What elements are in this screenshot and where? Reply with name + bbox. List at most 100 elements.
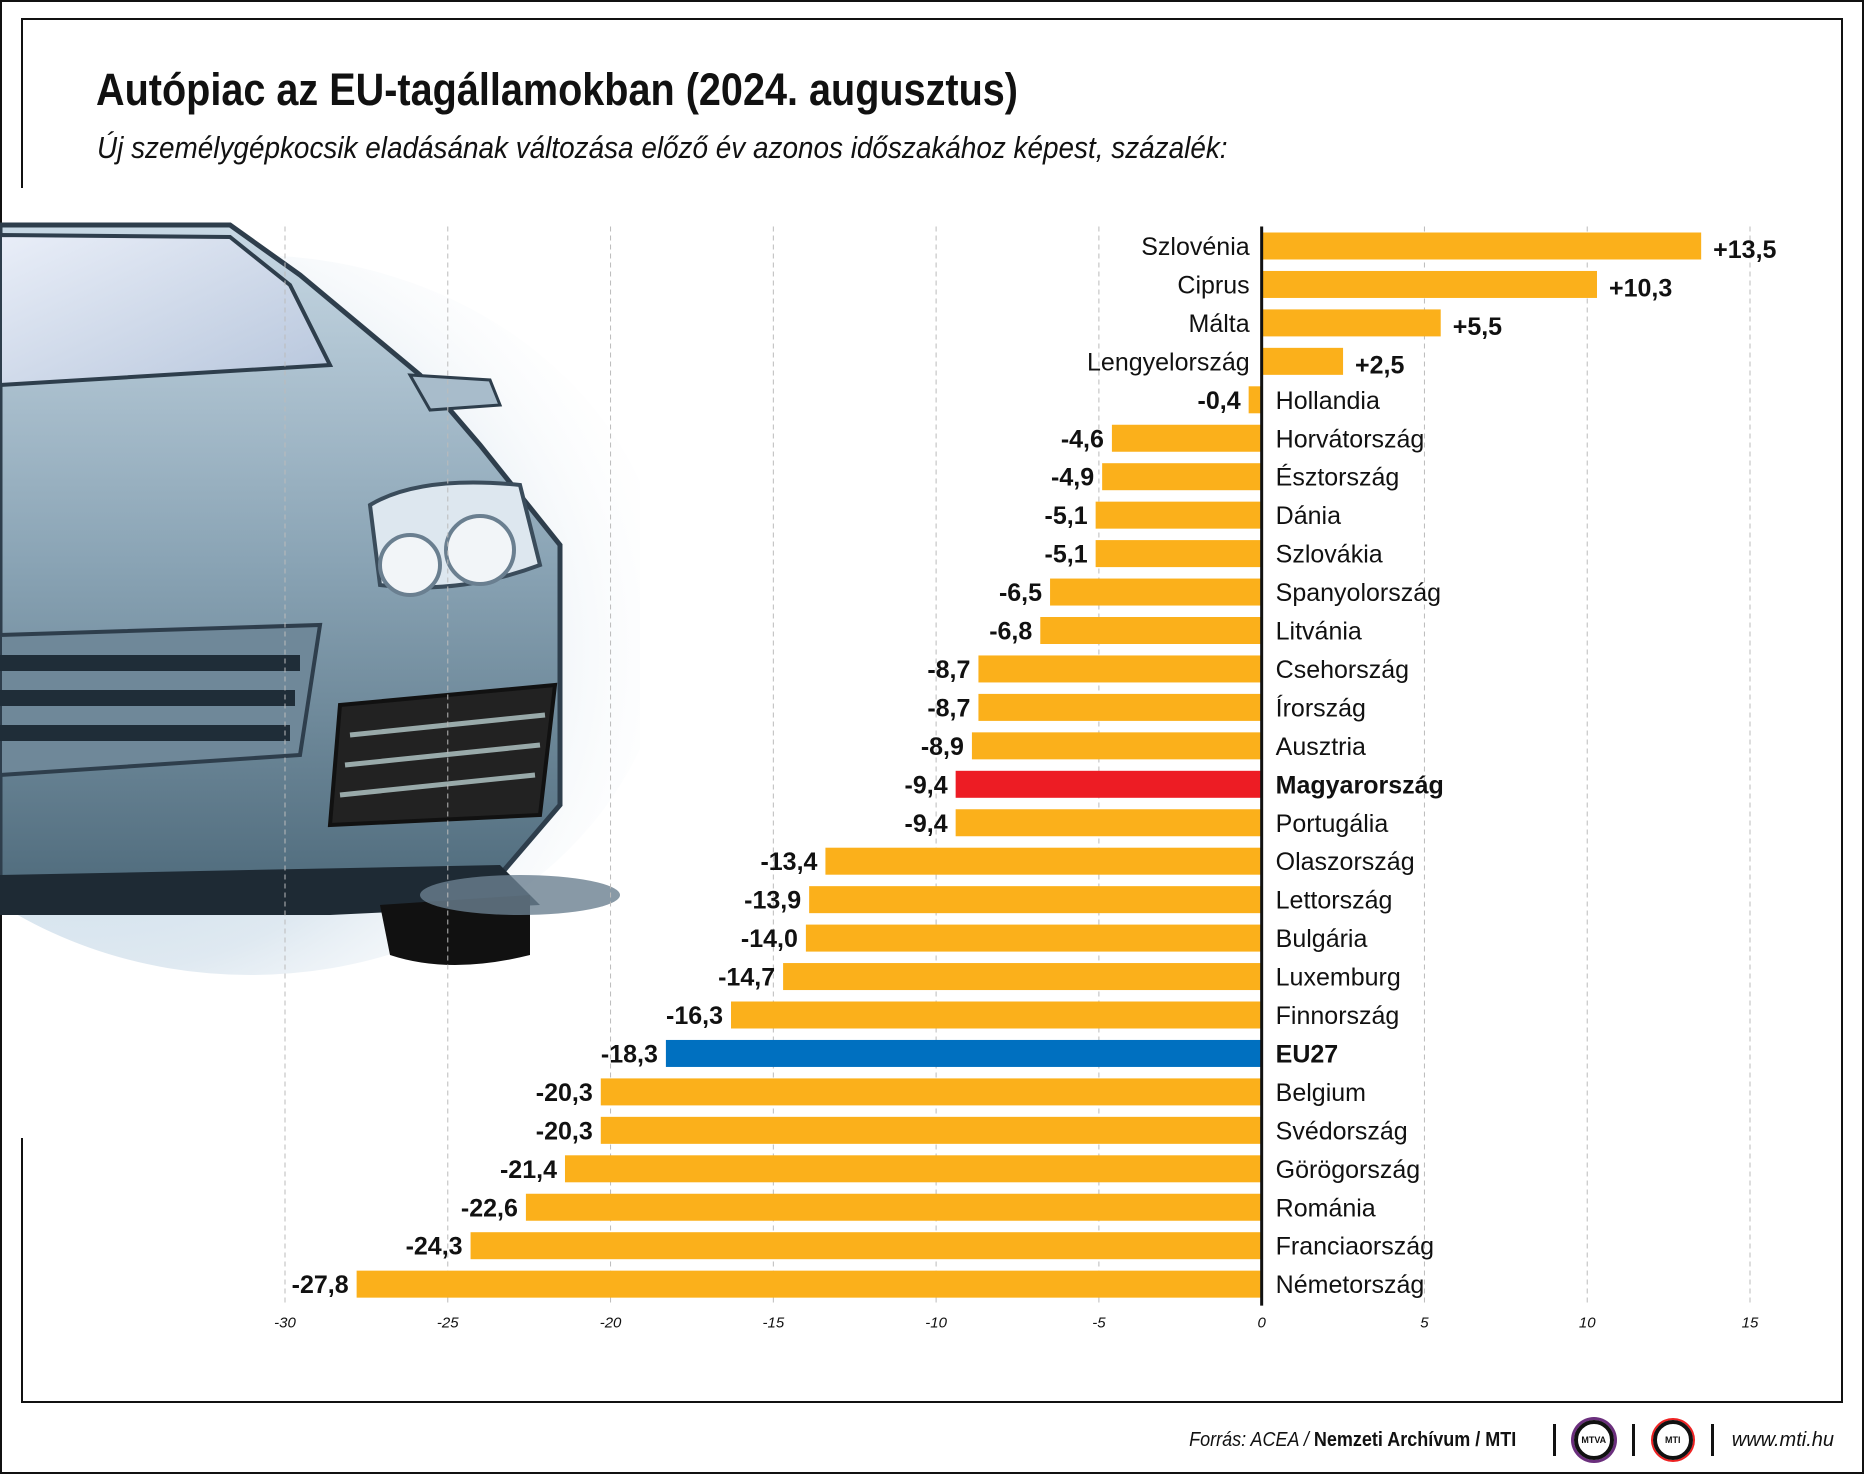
bar-írország xyxy=(978,693,1262,721)
footer: Forrás: ACEA / Nemzeti Archívum / MTI MT… xyxy=(1171,1420,1834,1460)
data-label: +10,3 xyxy=(1609,274,1672,302)
data-label: +2,5 xyxy=(1355,351,1404,379)
bar-ausztria xyxy=(971,732,1262,760)
bar-chart: -30 -25 -20 -15 -10 -5 0 5 10 15 Szlovénia +13,5 Cip… xyxy=(274,226,1777,1332)
website-link[interactable]: www.mti.hu xyxy=(1731,1428,1834,1451)
bar-dánia xyxy=(1095,501,1262,529)
bar-csehország xyxy=(978,655,1262,683)
data-label: -4,9 xyxy=(1051,464,1094,492)
separator xyxy=(1710,1424,1714,1456)
category-label: Finnország xyxy=(1276,1002,1400,1030)
bar-svédország xyxy=(600,1116,1262,1144)
category-label: Bulgária xyxy=(1276,925,1368,953)
category-label: Csehország xyxy=(1276,656,1409,684)
mtva-logo: MTVA xyxy=(1573,1420,1614,1460)
bar-horvátország xyxy=(1111,424,1262,452)
category-label: Lengyelország xyxy=(1087,348,1250,376)
category-label: Németország xyxy=(1276,1271,1425,1299)
bar-finnország xyxy=(731,1001,1262,1029)
car-illustration xyxy=(0,222,640,975)
data-label: +13,5 xyxy=(1713,236,1776,264)
frame-divider xyxy=(21,18,23,188)
category-label: Görögország xyxy=(1276,1156,1421,1184)
data-label: -13,9 xyxy=(744,887,801,915)
bar-belgium xyxy=(600,1078,1262,1106)
bar-szlovákia xyxy=(1095,540,1262,568)
category-label: Írország xyxy=(1276,693,1366,722)
source-bold: Nemzeti Archívum / MTI xyxy=(1314,1428,1517,1451)
category-label: Hollandia xyxy=(1276,387,1380,415)
data-label: +5,5 xyxy=(1453,313,1502,341)
data-label: -9,4 xyxy=(905,771,948,799)
category-label: Belgium xyxy=(1276,1079,1366,1107)
category-label: Ausztria xyxy=(1276,733,1366,761)
x-tick-label: 10 xyxy=(1579,1315,1596,1332)
bar-szlovénia xyxy=(1261,232,1702,260)
bar-franciaország xyxy=(470,1232,1262,1260)
category-label: Portugália xyxy=(1276,810,1389,838)
category-label: Svédország xyxy=(1276,1117,1408,1145)
bar-portugália xyxy=(955,809,1262,837)
category-label: Dánia xyxy=(1276,502,1341,530)
category-label: Észtország xyxy=(1276,463,1400,492)
bar-románia xyxy=(525,1193,1262,1221)
bar-észtország xyxy=(1102,463,1262,491)
data-label: -27,8 xyxy=(292,1271,349,1299)
data-label: -8,7 xyxy=(927,656,970,684)
bar-hollandia xyxy=(1248,386,1262,414)
category-label: EU27 xyxy=(1276,1040,1339,1068)
bar-málta xyxy=(1261,309,1441,337)
bar-litvánia xyxy=(1040,617,1262,644)
chart-title: Autópiac az EU-tagállamokban (2024. augu… xyxy=(96,64,1019,115)
bar-spanyolország xyxy=(1050,578,1262,606)
category-label: Szlovákia xyxy=(1276,541,1383,569)
category-label: Horvátország xyxy=(1276,425,1425,453)
data-label: -20,3 xyxy=(536,1079,593,1107)
x-tick-label: -30 xyxy=(274,1315,296,1332)
category-label: Magyarország xyxy=(1276,771,1444,799)
data-label: -8,9 xyxy=(921,733,964,761)
category-label: Ciprus xyxy=(1177,271,1249,299)
category-label: Szlovénia xyxy=(1141,233,1249,261)
category-label: Olaszország xyxy=(1276,848,1415,876)
x-tick-label: -25 xyxy=(437,1315,459,1332)
x-tick-label: -20 xyxy=(600,1315,622,1332)
mti-logo: MTI xyxy=(1652,1420,1693,1460)
data-label: -8,7 xyxy=(927,694,970,722)
separator xyxy=(1552,1424,1556,1456)
bar-olaszország xyxy=(825,847,1262,875)
x-tick-label: 15 xyxy=(1742,1315,1759,1332)
bar-lengyelország xyxy=(1261,347,1344,375)
chart-subtitle: Új személygépkocsik eladásának változása… xyxy=(97,130,1228,165)
category-label: Spanyolország xyxy=(1276,579,1441,607)
x-tick-label: 0 xyxy=(1257,1315,1266,1332)
data-label: -6,5 xyxy=(999,579,1042,607)
frame-divider xyxy=(21,1138,23,1401)
bar-németország xyxy=(356,1270,1262,1298)
bar-luxemburg xyxy=(783,963,1262,991)
source-prefix: Forrás: ACEA / xyxy=(1189,1428,1315,1451)
bar-eu27 xyxy=(665,1039,1262,1067)
category-label: Luxemburg xyxy=(1276,964,1401,992)
category-label: Románia xyxy=(1276,1194,1376,1222)
data-label: -13,4 xyxy=(760,848,817,876)
bar-ciprus xyxy=(1261,270,1597,298)
data-label: -4,6 xyxy=(1061,425,1104,453)
data-label: -16,3 xyxy=(666,1002,723,1030)
data-label: -21,4 xyxy=(500,1156,557,1184)
category-label: Litvánia xyxy=(1276,618,1362,646)
data-label: -9,4 xyxy=(905,810,948,838)
data-label: -20,3 xyxy=(536,1117,593,1145)
category-label: Franciaország xyxy=(1276,1233,1434,1261)
bar-bulgária xyxy=(805,924,1262,952)
category-label: Lettország xyxy=(1276,887,1393,915)
bar-görögország xyxy=(564,1155,1262,1183)
data-label: -22,6 xyxy=(461,1194,518,1222)
data-label: -5,1 xyxy=(1045,541,1088,569)
data-label: -6,8 xyxy=(989,618,1032,646)
data-label: -14,0 xyxy=(741,925,798,953)
inner-frame xyxy=(21,18,1843,1403)
separator xyxy=(1631,1424,1635,1456)
x-tick-label: -5 xyxy=(1092,1315,1106,1332)
bar-lettország xyxy=(809,886,1262,914)
